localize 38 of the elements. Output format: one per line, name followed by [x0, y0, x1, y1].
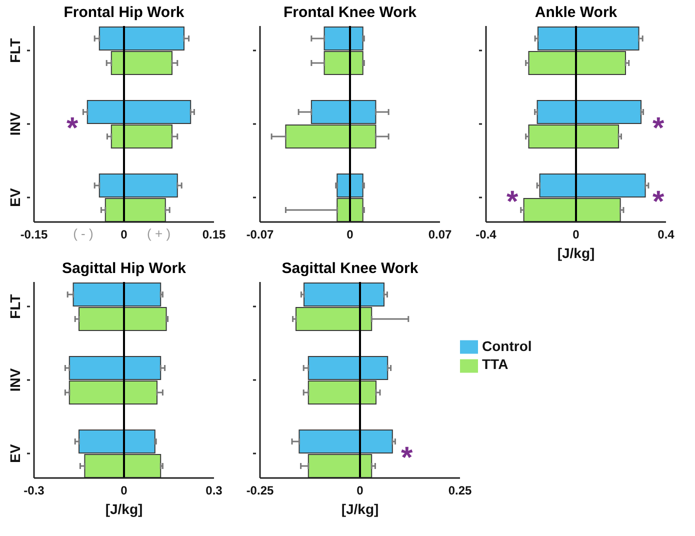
x-tick-label: -0.15: [20, 228, 48, 242]
legend-label: TTA: [482, 356, 508, 372]
x-tick-label: 0: [572, 228, 580, 242]
x-tick-label: -0.07: [246, 228, 274, 242]
text: ( + ): [147, 226, 171, 241]
chart-title: Frontal Hip Work: [62, 4, 186, 21]
x-tick-label: 0.25: [448, 484, 472, 498]
x-tick-label: 0: [346, 228, 354, 242]
chart-title: Sagittal Knee Work: [280, 260, 420, 277]
chart-title: Sagittal Hip Work: [61, 260, 187, 277]
text: ( - ): [73, 226, 94, 241]
annotation: *: [506, 186, 518, 218]
x-tick-label: -0.25: [246, 484, 274, 498]
x-tick-label: 0.15: [202, 228, 226, 242]
annotation: *: [652, 186, 665, 218]
y-tick-label: FLT: [7, 38, 23, 63]
annotation: *: [652, 112, 665, 145]
x-tick-label: -0.4: [476, 228, 497, 242]
x-tick-label: -0.3: [24, 484, 45, 498]
chart-title: Frontal Knee Work: [282, 4, 418, 21]
x-axis-title: [J/kg]: [341, 501, 379, 517]
chart-title: Ankle Work: [534, 4, 618, 21]
annotation: *: [400, 442, 413, 474]
x-tick-label: 0.07: [428, 228, 452, 242]
x-tick-label: 0.4: [658, 228, 675, 242]
y-tick-label: EV: [7, 444, 23, 463]
y-tick-label: INV: [7, 112, 23, 136]
x-tick-label: 0.3: [206, 484, 223, 498]
y-tick-label: EV: [7, 188, 23, 207]
legend-label: Control: [482, 338, 532, 354]
annotation: *: [66, 112, 79, 145]
x-tick-label: 0: [356, 484, 364, 498]
x-tick-label: 0: [120, 228, 128, 242]
x-axis-title: [J/kg]: [105, 501, 143, 517]
x-axis-title: [J/kg]: [557, 245, 595, 261]
y-tick-label: FLT: [7, 294, 23, 319]
x-tick-label: 0: [120, 484, 128, 498]
y-tick-label: INV: [7, 368, 23, 392]
